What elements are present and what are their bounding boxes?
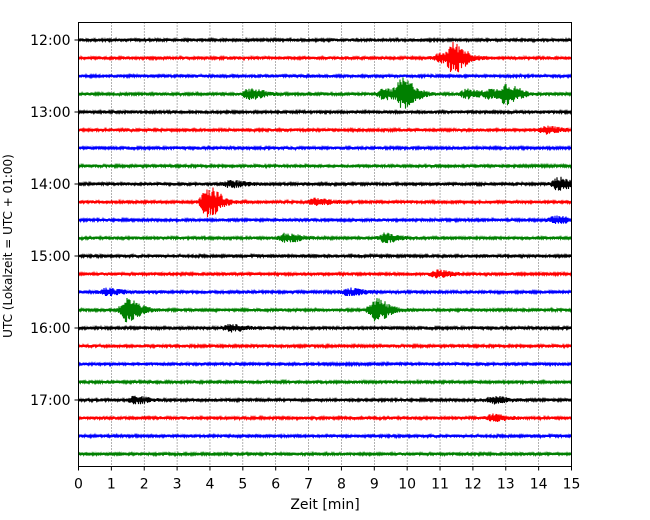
x-tick-label: 2 <box>140 477 149 493</box>
x-tick-label: 13 <box>497 477 515 493</box>
y-tick-label: 15:00 <box>30 249 70 265</box>
trace-1400 <box>77 176 573 191</box>
trace-1330 <box>77 144 573 152</box>
x-tick-label: 5 <box>238 477 247 493</box>
x-tick-label: 0 <box>74 477 83 493</box>
trace-1230 <box>77 72 573 80</box>
x-tick-label: 7 <box>304 477 313 493</box>
trace-1430 <box>77 215 573 224</box>
trace-1715 <box>77 413 573 423</box>
trace-1500 <box>77 252 573 260</box>
trace-1630 <box>77 360 573 368</box>
x-tick-label: 8 <box>337 477 346 493</box>
trace-group <box>77 36 573 458</box>
y-tick-label: 12:00 <box>30 33 70 49</box>
x-axis-label: Zeit [min] <box>290 497 359 513</box>
x-tick-label: 15 <box>563 477 581 493</box>
y-axis-label: UTC (Lokalzeit = UTC + 01:00) <box>1 154 15 338</box>
x-tick-label: 14 <box>530 477 548 493</box>
trace-1315 <box>77 125 573 135</box>
y-tick-label: 16:00 <box>30 321 70 337</box>
trace-1245 <box>77 77 573 109</box>
trace-1745 <box>77 450 573 458</box>
x-tick-label: 12 <box>464 477 482 493</box>
trace-1615 <box>77 342 573 350</box>
trace-1215 <box>77 41 573 73</box>
y-axis: 12:00 13:00 14:00 15:00 16:00 17:00 <box>30 33 79 409</box>
trace-1515 <box>77 269 573 279</box>
vertical-grid <box>111 22 539 467</box>
x-tick-label: 6 <box>271 477 280 493</box>
trace-1600 <box>77 323 573 333</box>
x-tick-label: 4 <box>206 477 215 493</box>
trace-1445 <box>77 232 573 244</box>
x-tick-label: 1 <box>107 477 116 493</box>
x-tick-label: 10 <box>398 477 416 493</box>
trace-1530 <box>77 287 573 297</box>
trace-1730 <box>77 432 573 440</box>
trace-1645 <box>77 378 573 386</box>
y-tick-label: 13:00 <box>30 105 70 121</box>
plot-frame <box>78 22 572 467</box>
trace-1200 <box>77 36 573 44</box>
x-tick-label: 3 <box>173 477 182 493</box>
trace-1545 <box>77 297 573 323</box>
trace-1700 <box>77 395 573 405</box>
x-tick-label: 9 <box>370 477 379 493</box>
x-axis: 0 1 2 3 4 5 6 7 8 9 10 11 12 13 14 15 <box>74 466 581 493</box>
y-tick-label: 17:00 <box>30 393 70 409</box>
y-tick-label: 14:00 <box>30 177 70 193</box>
trace-1345 <box>77 162 573 170</box>
x-tick-label: 11 <box>431 477 449 493</box>
trace-1415 <box>77 187 573 218</box>
trace-1300 <box>77 108 573 116</box>
